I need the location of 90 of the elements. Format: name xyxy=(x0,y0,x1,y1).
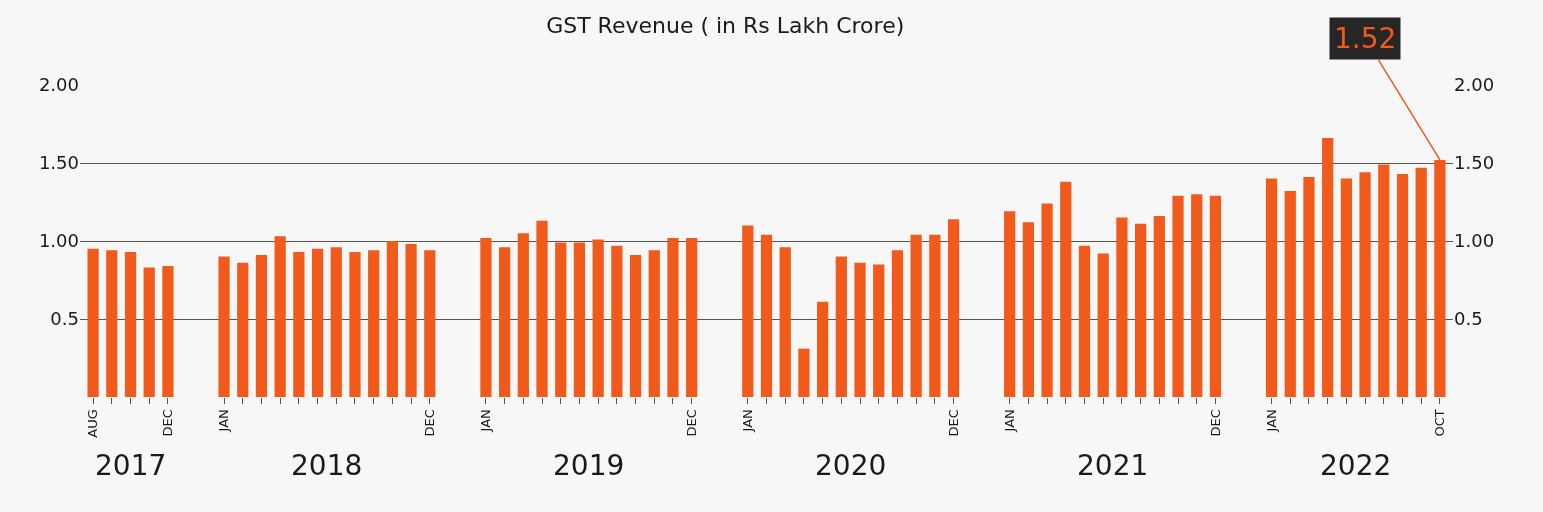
bar xyxy=(1135,223,1147,397)
bar xyxy=(854,262,866,397)
bar xyxy=(1172,195,1184,397)
bar xyxy=(293,251,305,397)
annotation: 1.52 xyxy=(1334,22,1397,55)
bar xyxy=(1340,178,1352,397)
x-tick-label: AUG xyxy=(85,409,101,438)
bar xyxy=(779,247,791,397)
x-tick-label: JAN xyxy=(1001,409,1017,433)
bar xyxy=(330,247,342,397)
text: 2021 xyxy=(1077,449,1149,482)
bar xyxy=(87,248,99,397)
bar xyxy=(573,242,586,397)
y-tick-label: 1.00 xyxy=(38,230,79,252)
text: 2017 xyxy=(95,449,167,482)
x-tick-label: DEC xyxy=(945,409,961,437)
x-tick-label: OCT xyxy=(1432,409,1448,437)
bar xyxy=(592,239,604,397)
bar xyxy=(1303,177,1315,397)
chart-title: GST Revenue ( in Rs Lakh Crore) xyxy=(546,13,905,39)
bar xyxy=(1396,173,1409,397)
bar xyxy=(873,264,885,397)
bar xyxy=(742,225,754,397)
bar xyxy=(1004,211,1016,397)
bar xyxy=(349,251,361,397)
bar xyxy=(1078,245,1091,397)
bar xyxy=(1322,138,1334,397)
bar xyxy=(686,237,698,397)
bar xyxy=(311,248,324,397)
x-tick-label: JAN xyxy=(1263,409,1279,433)
bar xyxy=(555,242,567,397)
x-tick-label: DEC xyxy=(683,409,699,437)
bar xyxy=(1097,253,1109,397)
text: 2019 xyxy=(553,449,625,482)
bar xyxy=(1153,216,1165,397)
x-tick-label: JAN xyxy=(478,409,494,433)
bar xyxy=(424,250,436,397)
bar xyxy=(798,348,810,397)
x-tick-label: DEC xyxy=(1207,409,1223,437)
bar xyxy=(106,250,118,397)
y-tick-label: 1.50 xyxy=(38,152,79,174)
bar xyxy=(760,234,773,397)
x-tick-label: JAN xyxy=(216,409,232,433)
bar xyxy=(218,256,230,397)
text: 2020 xyxy=(815,449,887,482)
bar xyxy=(1209,195,1222,397)
bar xyxy=(237,262,249,397)
bar xyxy=(1265,178,1278,397)
bar xyxy=(368,250,380,397)
y2-tick-label: 1.50 xyxy=(1454,152,1495,174)
bar xyxy=(947,219,960,397)
bar xyxy=(1116,217,1128,397)
bar xyxy=(817,301,829,397)
bar xyxy=(910,234,922,397)
bar xyxy=(835,256,847,397)
bar xyxy=(1191,194,1203,397)
bar xyxy=(274,236,286,397)
y2-tick-label: 1.00 xyxy=(1454,230,1495,252)
y2-tick-label: 2.00 xyxy=(1454,74,1495,96)
y-tick-label: 2.00 xyxy=(38,74,79,96)
bar xyxy=(1359,172,1371,397)
bar xyxy=(611,245,623,397)
bar xyxy=(517,233,529,397)
bar xyxy=(1378,164,1390,397)
bar xyxy=(536,220,548,397)
text: 2018 xyxy=(291,449,363,482)
bar xyxy=(162,265,174,397)
bar xyxy=(929,234,941,397)
bar xyxy=(255,255,268,397)
y-tick-label: 0.5 xyxy=(50,308,79,330)
bar xyxy=(667,237,679,397)
y2-tick-label: 0.5 xyxy=(1454,308,1483,330)
text: 2022 xyxy=(1320,449,1392,482)
bar xyxy=(1284,191,1296,397)
x-tick-label: JAN xyxy=(740,409,756,433)
bar xyxy=(405,244,417,397)
bar xyxy=(1022,222,1034,397)
bar xyxy=(1415,167,1427,397)
x-tick-label: DEC xyxy=(160,409,176,437)
bar xyxy=(124,251,137,397)
bar xyxy=(480,237,492,397)
bar xyxy=(1041,203,1053,397)
bar xyxy=(499,247,511,397)
bar xyxy=(648,250,660,397)
bar xyxy=(629,255,642,397)
x-tick-label: DEC xyxy=(422,409,438,437)
bar xyxy=(891,250,904,397)
bar xyxy=(1060,181,1072,397)
bar xyxy=(386,241,398,397)
bar xyxy=(143,267,155,397)
